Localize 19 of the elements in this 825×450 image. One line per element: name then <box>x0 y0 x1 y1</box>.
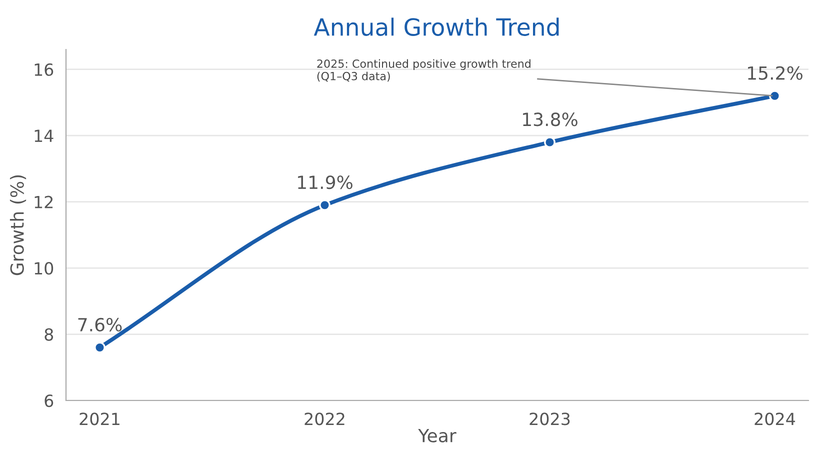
chart-title: Annual Growth Trend <box>314 18 559 36</box>
y-axis-title: Growth (%) <box>10 175 26 276</box>
y-tick-label: 12 <box>34 196 53 208</box>
data-label: 13.8% <box>523 112 578 126</box>
y-tick-label: 16 <box>34 63 54 76</box>
y-tick-label: 6 <box>44 394 54 408</box>
x-tick-label: 2021 <box>80 412 120 426</box>
point <box>544 136 556 148</box>
y-tick-label: 8 <box>44 328 54 341</box>
data-label: 11.9% <box>298 175 352 190</box>
data-label: 15.2% <box>748 66 802 80</box>
x-axis-title: Year <box>418 428 456 442</box>
y-tick-label: 14 <box>34 130 54 142</box>
annotation: 2025: Continued positive growth trend (Q1–Q3 data) <box>317 59 530 82</box>
x-tick-label: 2023 <box>530 412 570 426</box>
x-tick-label: 2022 <box>304 412 344 426</box>
x-tick-label: 2024 <box>754 412 796 426</box>
data-label: 7.6% <box>78 318 122 332</box>
y-tick-label: 10 <box>34 262 54 275</box>
